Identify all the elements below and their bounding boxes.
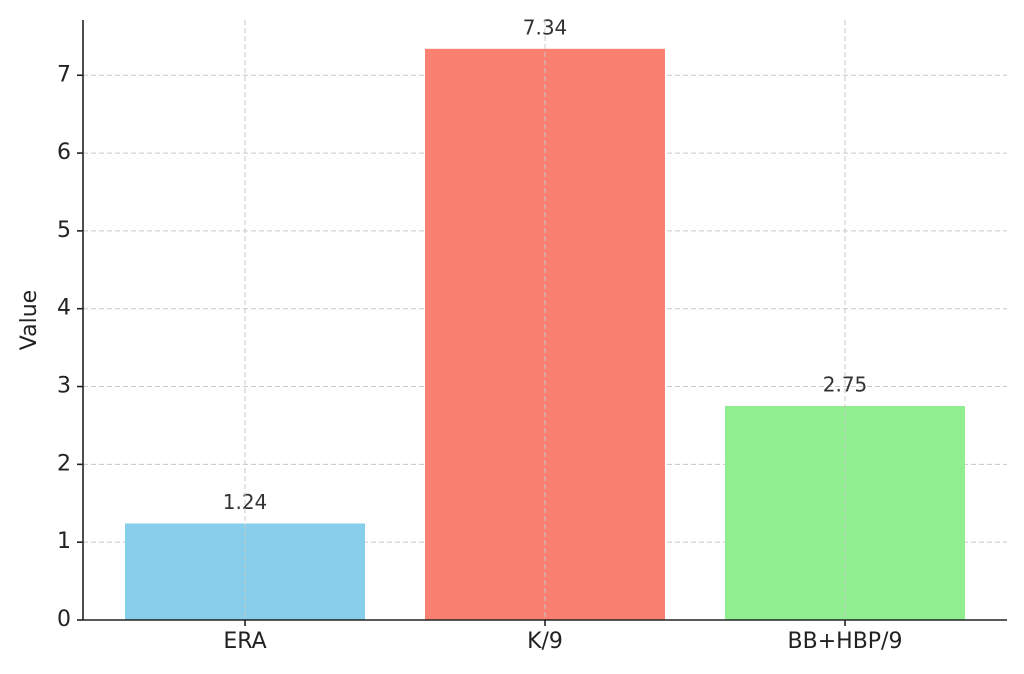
y-tick-label: 0 <box>57 607 71 632</box>
y-tick-label: 6 <box>57 140 71 165</box>
x-tick-label: BB+HBP/9 <box>788 629 903 654</box>
y-tick-label: 1 <box>57 529 71 554</box>
y-tick-label: 5 <box>57 218 71 243</box>
x-tick-label: ERA <box>223 629 266 654</box>
y-tick-label: 2 <box>57 451 71 476</box>
y-tick-label: 3 <box>57 374 71 399</box>
x-tick-label: K/9 <box>527 629 563 654</box>
y-tick-label: 4 <box>57 296 71 321</box>
y-axis-label: Value <box>17 290 42 350</box>
y-tick-label: 7 <box>57 62 71 87</box>
value-label: 7.34 <box>523 15 568 39</box>
bar <box>125 523 365 620</box>
